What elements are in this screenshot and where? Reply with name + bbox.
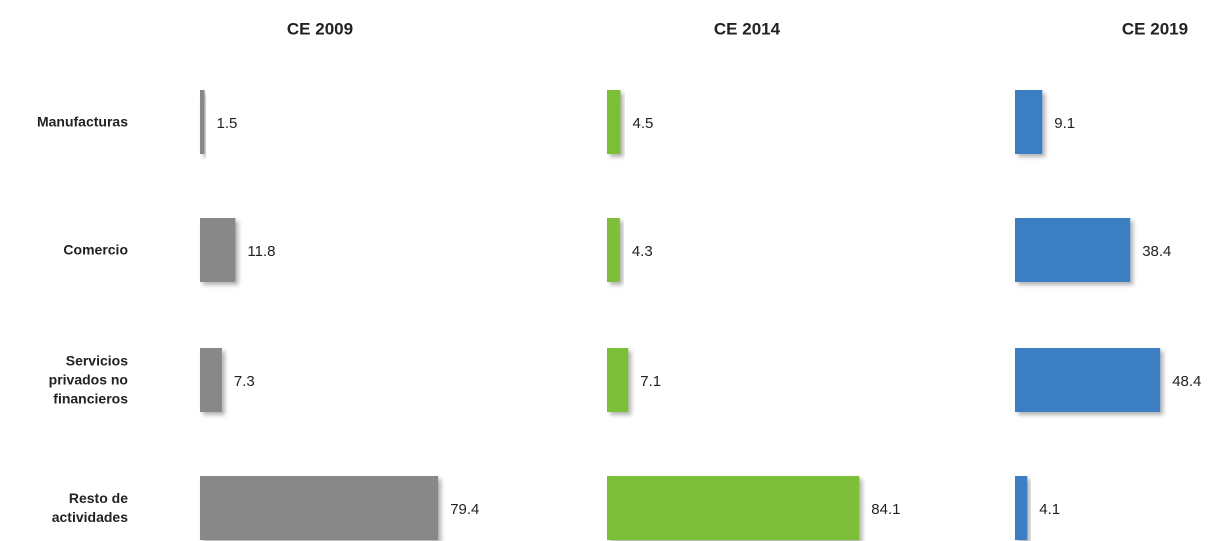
value-label: 1.5: [217, 115, 238, 132]
bar: [200, 90, 205, 154]
bar: [607, 218, 620, 282]
bar: [1015, 218, 1131, 282]
value-label: 9.1: [1054, 115, 1075, 132]
category-label: Comercio: [63, 241, 128, 258]
value-label: 4.1: [1039, 501, 1060, 518]
value-label: 11.8: [247, 243, 275, 260]
value-label: 84.1: [871, 501, 900, 518]
bar: [1015, 90, 1043, 154]
value-label: 7.1: [640, 373, 661, 390]
value-label: 4.5: [633, 115, 654, 132]
bar: [1015, 476, 1028, 540]
panel-title: CE 2009: [287, 19, 353, 38]
bar: [1015, 348, 1161, 412]
value-label: 48.4: [1172, 373, 1201, 390]
bar: [200, 348, 222, 412]
bar: [200, 218, 236, 282]
bar: [607, 348, 629, 412]
panel-title: CE 2019: [1122, 19, 1188, 38]
value-label: 4.3: [632, 243, 653, 260]
panel-title: CE 2014: [714, 19, 781, 38]
bar: [607, 476, 860, 540]
value-label: 7.3: [234, 373, 255, 390]
bar: [607, 90, 621, 154]
bar: [200, 476, 439, 540]
category-label: Resto de actividades: [51, 490, 128, 525]
category-label: Manufacturas: [36, 113, 128, 130]
category-label: Servicios privados no financieros: [48, 352, 128, 407]
value-label: 79.4: [450, 501, 479, 518]
value-label: 38.4: [1142, 243, 1171, 260]
